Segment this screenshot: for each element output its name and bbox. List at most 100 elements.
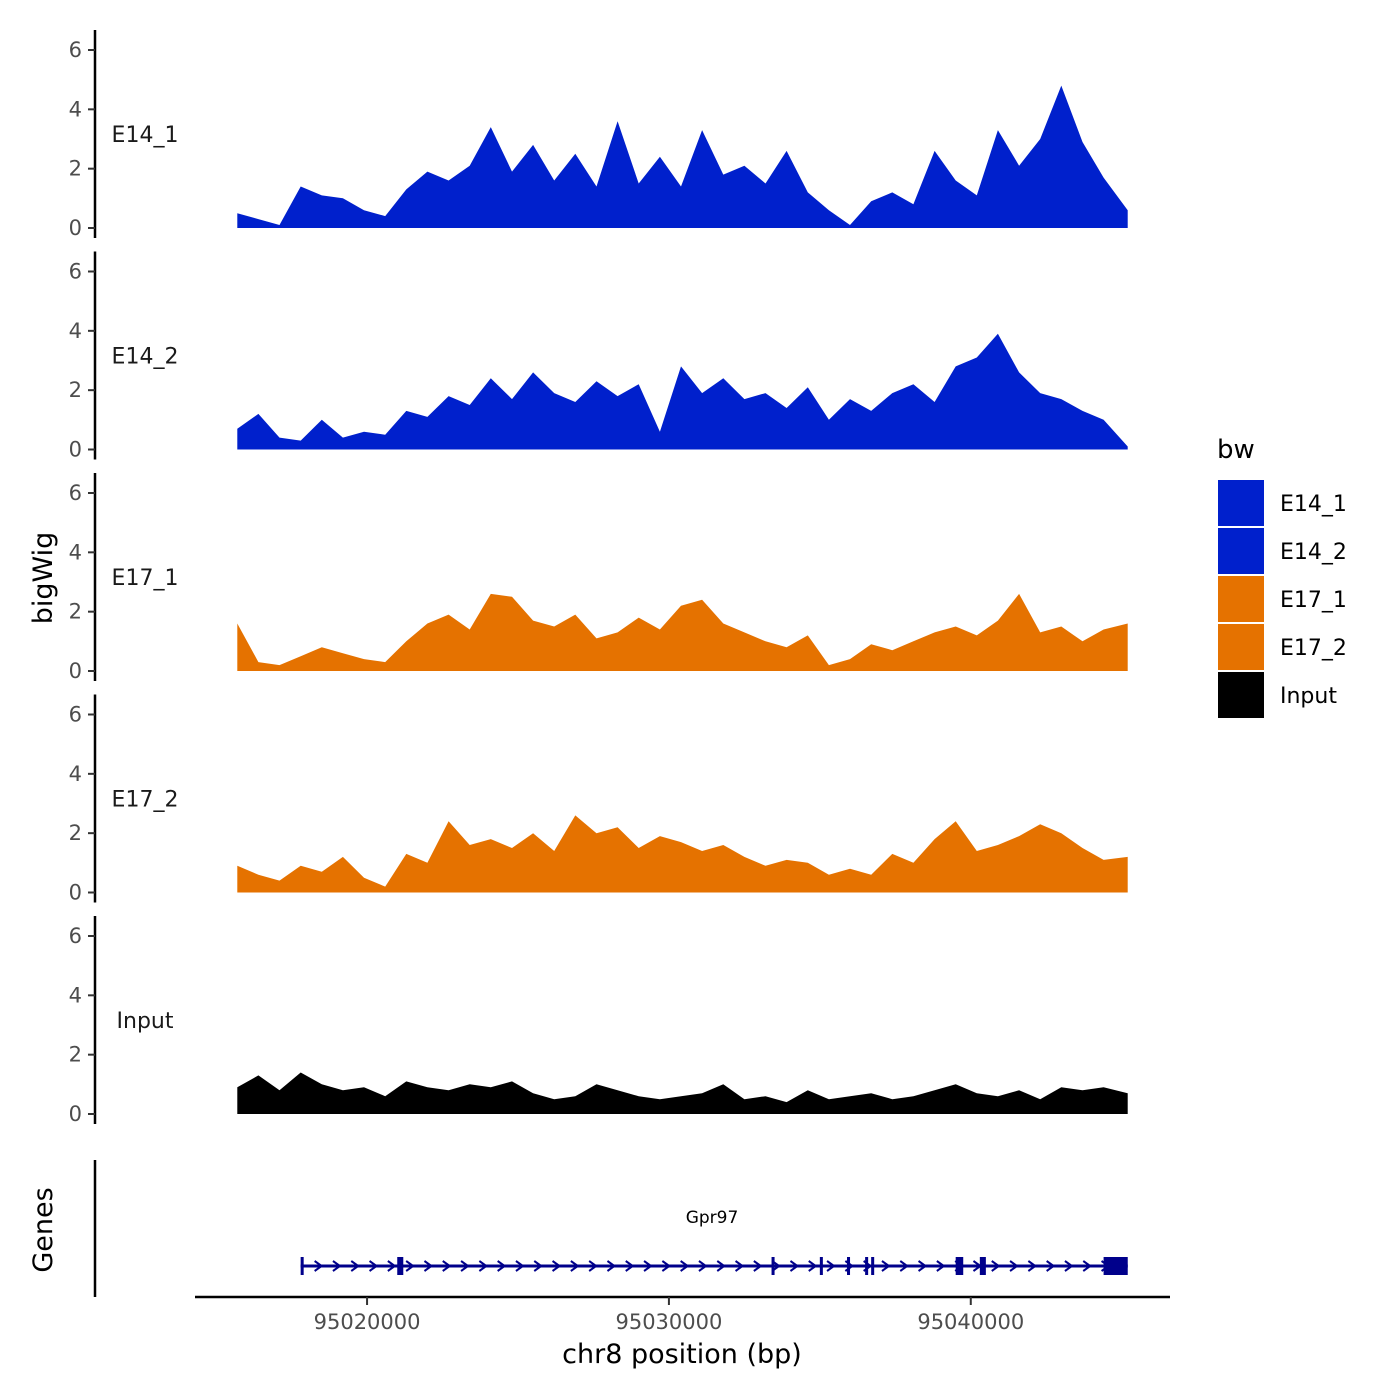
strand-arrow: [368, 1260, 379, 1272]
strand-arrow: [991, 1260, 1001, 1272]
y-axis-title: bigWig: [28, 532, 59, 625]
gene-exon: [819, 1257, 823, 1275]
strand-arrow: [405, 1260, 415, 1272]
legend-swatch-E17_2: [1218, 624, 1264, 670]
strand-arrow: [314, 1260, 324, 1272]
strand-arrow: [551, 1260, 562, 1272]
strand-arrow: [442, 1260, 452, 1272]
y-tick-label: 2: [69, 821, 82, 845]
y-tick-label: 6: [69, 38, 82, 62]
y-tick-label: 2: [69, 378, 82, 402]
strand-arrow: [899, 1260, 909, 1272]
gene-exon: [955, 1257, 964, 1275]
legend-swatch-E14_2: [1218, 528, 1264, 574]
y-tick-label: 0: [69, 216, 82, 240]
area-E14_1: [237, 85, 1128, 228]
track-label: E14_1: [112, 123, 179, 148]
y-tick-label: 0: [69, 438, 82, 462]
y-tick-label: 4: [69, 762, 82, 786]
strand-arrow: [1046, 1260, 1056, 1272]
y-tick-label: 4: [69, 540, 82, 564]
gene-exon: [979, 1257, 986, 1275]
y-tick-label: 6: [69, 924, 82, 948]
y-tick-label: 4: [69, 319, 82, 343]
bigwig-tracks: 0 2 4 6 E14_1 0 2 4 6 E14_2 0 2 4 6 E17_1 0 2 4 6 E17_2 0 2 4 6…: [69, 30, 1128, 1126]
x-axis: 95020000 95030000 95040000: [195, 1295, 1170, 1334]
strand-arrow: [808, 1260, 818, 1272]
strand-arrow: [515, 1260, 525, 1272]
x-axis-title: chr8 position (bp): [562, 1339, 802, 1370]
genes-track-title: Genes: [28, 1187, 59, 1272]
track-label: E14_2: [112, 345, 179, 370]
strand-arrow: [570, 1260, 580, 1272]
strand-arrow: [606, 1260, 617, 1272]
strand-arrow: [1027, 1260, 1038, 1272]
legend-label-E14_2: E14_2: [1280, 540, 1347, 565]
gene-exon: [300, 1257, 304, 1275]
y-tick-label: 6: [69, 260, 82, 284]
gene-exon: [771, 1257, 775, 1275]
y-tick-label: 0: [69, 881, 82, 905]
strand-arrow: [680, 1260, 690, 1272]
legend-label-E17_2: E17_2: [1280, 636, 1347, 661]
strand-arrow: [1064, 1260, 1074, 1272]
y-tick-label: 4: [69, 983, 82, 1007]
legend-label-E14_1: E14_1: [1280, 492, 1347, 517]
strand-arrow: [423, 1260, 434, 1272]
x-tick-label: 95030000: [615, 1310, 722, 1334]
area-Input: [237, 1072, 1128, 1114]
strand-arrow: [734, 1260, 745, 1272]
strand-arrow: [661, 1260, 672, 1272]
strand-arrow: [625, 1260, 635, 1272]
strand-arrow: [460, 1260, 470, 1272]
strand-arrow: [533, 1260, 543, 1272]
gene-exon: [397, 1257, 404, 1275]
strand-arrow: [387, 1260, 397, 1272]
legend-title: bw: [1217, 435, 1255, 465]
track-label: E17_2: [112, 788, 179, 813]
y-tick-label: 6: [69, 481, 82, 505]
legend-label-Input: Input: [1280, 684, 1337, 709]
track-label: Input: [117, 1009, 174, 1034]
y-tick-label: 2: [69, 600, 82, 624]
strand-arrow: [936, 1260, 946, 1272]
legend: bw E14_1 E14_2 E17_1 E17_2 Input: [1217, 435, 1347, 718]
strand-arrow: [716, 1260, 726, 1272]
strand-arrow: [826, 1260, 836, 1272]
track-label: E17_1: [112, 566, 179, 591]
track-E14_1: 0 2 4 6 E14_1: [69, 30, 1128, 240]
legend-label-E17_1: E17_1: [1280, 588, 1347, 613]
track-E17_1: 0 2 4 6 E17_1: [69, 473, 1128, 683]
track-E17_2: 0 2 4 6 E17_2: [69, 694, 1128, 905]
track-Input: 0 2 4 6 Input: [69, 916, 1128, 1126]
strand-arrow: [643, 1260, 653, 1272]
track-E14_2: 0 2 4 6 E14_2: [69, 251, 1128, 462]
legend-swatch-Input: [1218, 672, 1264, 718]
strand-arrow: [753, 1260, 763, 1272]
gene-exon: [871, 1257, 875, 1275]
gene-exon: [847, 1257, 851, 1275]
gene-name-label: Gpr97: [686, 1208, 739, 1228]
x-tick-label: 95020000: [314, 1310, 421, 1334]
y-tick-label: 6: [69, 703, 82, 727]
y-tick-label: 4: [69, 97, 82, 121]
x-tick-label: 95040000: [917, 1310, 1024, 1334]
strand-arrow: [917, 1260, 928, 1272]
strand-arrow: [350, 1260, 360, 1272]
strand-arrow: [1082, 1260, 1092, 1272]
strand-arrow: [789, 1260, 800, 1272]
genes-track: Gpr97: [93, 1160, 1128, 1297]
gene-exon: [1103, 1257, 1128, 1275]
y-tick-label: 2: [69, 1043, 82, 1067]
strand-arrow: [478, 1260, 489, 1272]
area-E14_2: [237, 333, 1128, 450]
strand-arrow: [588, 1260, 598, 1272]
y-tick-label: 2: [69, 157, 82, 181]
y-tick-label: 0: [69, 659, 82, 683]
strand-arrow: [332, 1260, 342, 1272]
strand-arrow: [1009, 1260, 1019, 1272]
legend-swatch-E17_1: [1218, 576, 1264, 622]
area-E17_1: [237, 593, 1128, 671]
legend-swatch-E14_1: [1218, 480, 1264, 526]
area-E17_2: [237, 815, 1128, 893]
